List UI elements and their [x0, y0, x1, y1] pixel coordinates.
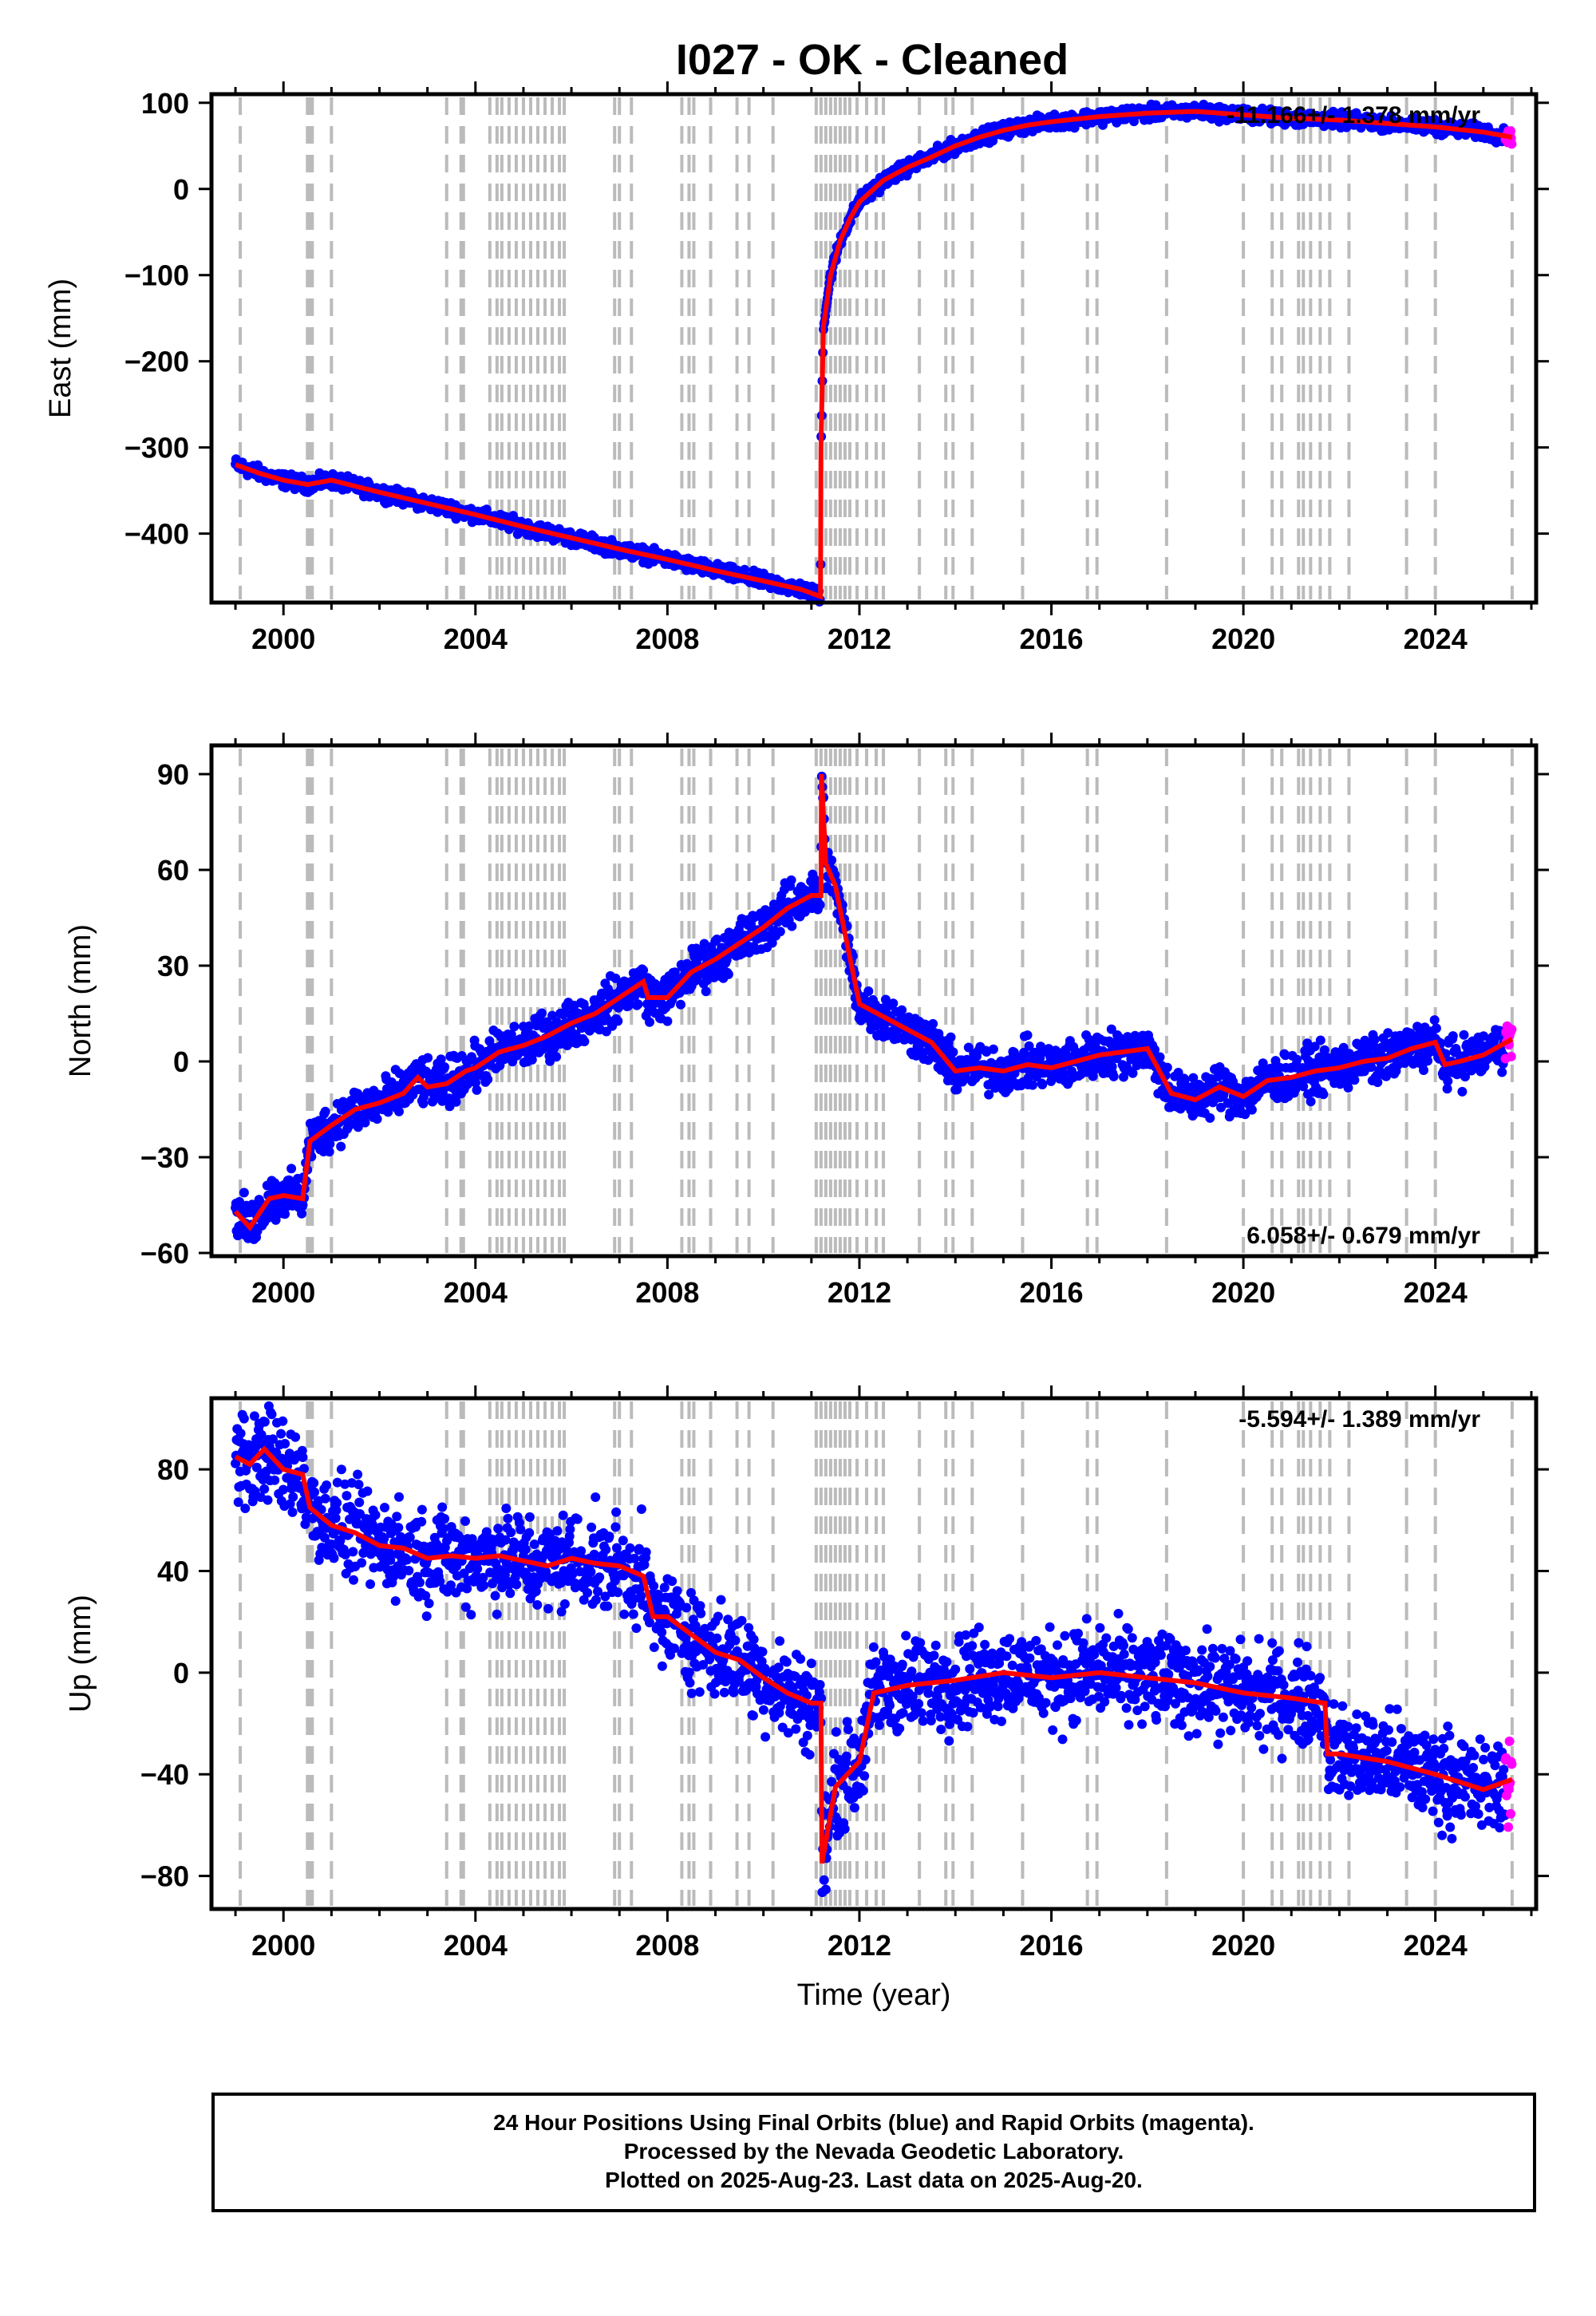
panels: 2000 2004 2008 2012 2016 2020 2024 100 0 −100 −200…: [44, 81, 1549, 2012]
observations-east: [231, 99, 1517, 607]
x-tick-label: 2016: [1019, 622, 1083, 655]
footer-line-3: Plotted on 2025-Aug-23. Last data on 202…: [605, 2168, 1143, 2192]
x-tick-label: 2020: [1211, 1929, 1275, 1962]
x-tick-label: 2004: [444, 1276, 508, 1309]
x-tick-label: 2024: [1404, 622, 1468, 655]
rate-annotation: -5.594+/- 1.389 mm/yr: [1238, 1406, 1480, 1433]
y-tick-label: −60: [140, 1237, 189, 1270]
plot-frame: [209, 743, 1539, 1259]
y-tick-label: −300: [124, 432, 189, 464]
x-tick-label: 2024: [1404, 1929, 1468, 1962]
x-tick-label: 2000: [251, 622, 315, 655]
y-tick-label: −40: [140, 1758, 189, 1791]
plot-frame: [209, 1396, 1539, 1911]
observations-north: [231, 771, 1517, 1244]
observations-up: [231, 1401, 1517, 1898]
y-axis-label: Up (mm): [64, 1595, 97, 1713]
y-axis-label: East (mm): [44, 279, 77, 418]
y-tick-label: 40: [157, 1555, 189, 1588]
x-tick-label: 2008: [635, 1929, 699, 1962]
y-tick-label: 30: [157, 950, 189, 982]
rate-annotation: 6.058+/- 0.679 mm/yr: [1246, 1223, 1480, 1249]
chart-title: I027 - OK - Cleaned: [676, 36, 1069, 84]
x-tick-label: 2012: [828, 1276, 891, 1309]
x-tick-label: 2000: [251, 1929, 315, 1962]
footer-line-1: 24 Hour Positions Using Final Orbits (bl…: [493, 2110, 1254, 2135]
x-tick-label: 2012: [828, 622, 891, 655]
x-tick-label: 2008: [635, 1276, 699, 1309]
y-tick-label: 60: [157, 854, 189, 887]
x-tick-label: 2004: [444, 1929, 508, 1962]
x-tick-label: 2020: [1211, 1276, 1275, 1309]
y-tick-label: −30: [140, 1141, 189, 1174]
y-tick-label: 0: [173, 173, 189, 206]
panel-east: 2000 2004 2008 2012 2016 2020 2024 100 0 −100 −200…: [44, 81, 1549, 655]
x-tick-label: 2012: [828, 1929, 891, 1962]
footer-line-2: Processed by the Nevada Geodetic Laborat…: [623, 2139, 1124, 2164]
x-tick-label: 2000: [251, 1276, 315, 1309]
panel-up: 2000 2004 2008 2012 2016 2020 2024 80 40 0 −40 −80 U…: [64, 1385, 1549, 2012]
model-line-east: [235, 109, 1513, 600]
y-tick-label: −200: [124, 346, 189, 378]
y-tick-label: 0: [173, 1045, 189, 1078]
y-tick-label: −80: [140, 1860, 189, 1893]
y-tick-label: 0: [173, 1657, 189, 1690]
x-tick-label: 2004: [444, 622, 508, 655]
x-tick-label: 2020: [1211, 622, 1275, 655]
footer-box: 24 Hour Positions Using Final Orbits (bl…: [211, 2093, 1536, 2212]
x-tick-label: 2016: [1019, 1929, 1083, 1962]
x-tick-label: 2016: [1019, 1276, 1083, 1309]
x-tick-label: 2024: [1404, 1276, 1468, 1309]
rate-annotation: -11.166+/- 1.378 mm/yr: [1227, 102, 1480, 128]
y-tick-label: 80: [157, 1453, 189, 1486]
y-tick-label: −100: [124, 259, 189, 292]
y-axis-label: North (mm): [64, 924, 97, 1077]
x-tick-label: 2008: [635, 622, 699, 655]
panel-north: 2000 2004 2008 2012 2016 2020 2024 90 60 30 0 −30 −6…: [64, 733, 1549, 1309]
model-line-up: [234, 1445, 1513, 1864]
y-tick-label: 100: [141, 87, 189, 120]
y-tick-label: 90: [157, 758, 189, 791]
x-axis-label: Time (year): [797, 1978, 951, 2012]
plot-frame: [209, 92, 1539, 605]
y-tick-label: −400: [124, 518, 189, 551]
model-line-north: [233, 773, 1514, 1231]
